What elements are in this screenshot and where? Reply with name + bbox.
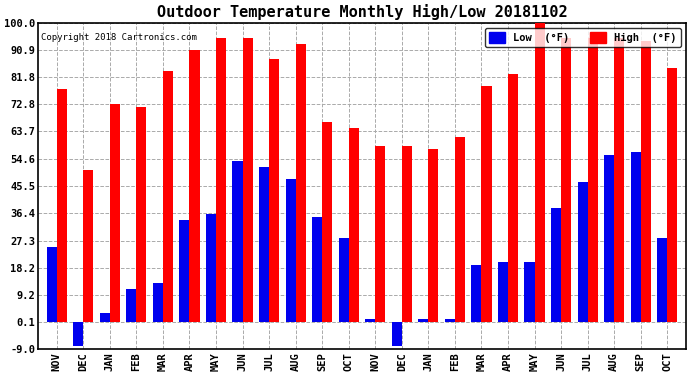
Bar (667, 68, 678, 322)
Bar (641, 41, 651, 322)
Legend: Low  (°F), High  (°F): Low (°F), High (°F) (485, 28, 680, 47)
Bar (243, 38, 253, 322)
Bar (216, 38, 226, 322)
Bar (561, 38, 571, 322)
Bar (365, 320, 375, 322)
Bar (631, 152, 641, 322)
Bar (57, 88, 67, 322)
Bar (578, 182, 588, 322)
Bar (163, 70, 173, 322)
Bar (428, 148, 438, 322)
Bar (47, 248, 57, 322)
Bar (73, 322, 83, 346)
Bar (179, 220, 190, 322)
Bar (498, 262, 508, 322)
Bar (312, 217, 322, 322)
Bar (402, 146, 412, 322)
Bar (418, 320, 428, 322)
Bar (83, 170, 93, 322)
Bar (588, 38, 598, 322)
Bar (375, 146, 386, 322)
Bar (604, 154, 614, 322)
Bar (269, 58, 279, 322)
Bar (286, 178, 295, 322)
Bar (206, 214, 216, 322)
Bar (233, 160, 243, 322)
Bar (471, 266, 482, 322)
Bar (295, 44, 306, 322)
Bar (100, 314, 110, 322)
Bar (445, 320, 455, 322)
Bar (322, 122, 333, 322)
Bar (508, 74, 518, 322)
Bar (126, 290, 137, 322)
Bar (455, 136, 465, 322)
Bar (110, 104, 120, 322)
Bar (551, 209, 561, 322)
Bar (657, 238, 667, 322)
Bar (137, 106, 146, 322)
Text: Copyright 2018 Cartronics.com: Copyright 2018 Cartronics.com (41, 33, 197, 42)
Bar (348, 128, 359, 322)
Bar (392, 322, 402, 346)
Bar (535, 20, 544, 322)
Bar (190, 50, 199, 322)
Bar (259, 166, 269, 322)
Bar (482, 86, 491, 322)
Bar (524, 262, 535, 322)
Bar (614, 38, 624, 322)
Title: Outdoor Temperature Monthly High/Low 20181102: Outdoor Temperature Monthly High/Low 201… (157, 4, 567, 20)
Bar (153, 284, 163, 322)
Bar (339, 238, 348, 322)
